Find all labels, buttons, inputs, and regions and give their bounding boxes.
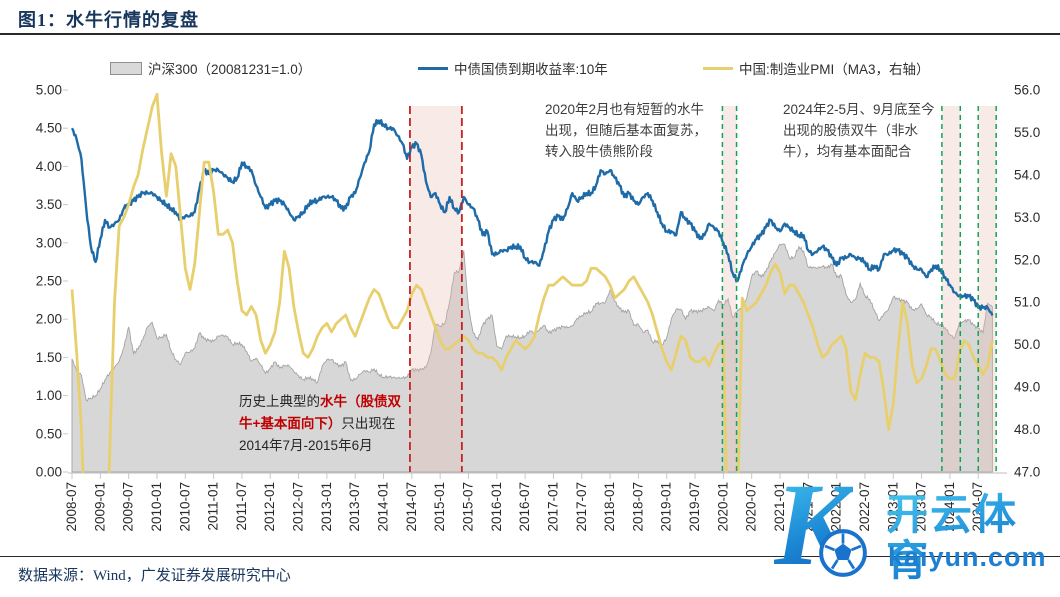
- x-axis-label: 2019-07: [687, 482, 702, 532]
- annotation-water-bull: 历史上典型的水牛（股债双 牛+基本面向下）只出现在 2014年7月-2015年6…: [239, 391, 409, 457]
- x-axis-label: 2020-07: [744, 482, 759, 532]
- x-axis-label: 2014-01: [376, 482, 391, 532]
- series-area-hs300: [71, 243, 993, 473]
- x-axis-label: 2019-01: [659, 482, 674, 532]
- annotation-line: 出现的股债双牛（非水: [783, 123, 918, 138]
- x-axis-label: 2024-07: [970, 482, 985, 532]
- x-axis-label: 2015-07: [460, 482, 475, 532]
- highlight-band: [978, 106, 997, 472]
- x-axis-label: 2022-01: [829, 482, 844, 532]
- x-axis-label: 2017-01: [545, 482, 560, 532]
- x-axis-label: 2012-01: [262, 482, 277, 532]
- x-axis-label: 2016-07: [517, 482, 532, 532]
- legend-item-yield: 中债国债到期收益率:10年: [418, 60, 608, 77]
- annotation-line: 历史上典型的水牛（股债双: [239, 394, 401, 409]
- y-axis-left-label: 1.50: [36, 350, 62, 365]
- y-axis-right-label: 53.0: [1014, 210, 1040, 225]
- x-axis-label: 2009-01: [92, 482, 107, 532]
- highlight-band: [409, 106, 462, 472]
- annotation-2024: 2024年2-5月、9月底至今 出现的股债双牛（非水 牛），均有基本面配合: [783, 99, 963, 162]
- annotation-line: 转入股牛债熊阶段: [545, 144, 653, 159]
- x-axis-label: 2020-01: [715, 482, 730, 532]
- x-axis-label: 2021-07: [800, 482, 815, 532]
- x-axis-label: 2013-07: [347, 482, 362, 532]
- annotation-line: 出现，但随后基本面复苏，: [545, 123, 707, 138]
- y-axis-left-label: 5.00: [36, 83, 62, 98]
- y-axis-right-label: 51.0: [1014, 295, 1040, 310]
- y-axis-right-label: 56.0: [1014, 83, 1040, 98]
- title-rule: [0, 33, 1060, 35]
- x-axis-label: 2021-01: [772, 482, 787, 532]
- x-axis-label: 2010-07: [177, 482, 192, 532]
- legend-item-hs300: 沪深300（20081231=1.0）: [110, 60, 312, 77]
- y-axis-right-label: 54.0: [1014, 167, 1040, 182]
- data-source: 数据来源：Wind，广发证券发展研究中心: [18, 568, 291, 584]
- y-axis-left-label: 2.50: [36, 274, 62, 289]
- y-axis-right-label: 52.0: [1014, 252, 1040, 267]
- y-axis-left-label: 3.00: [36, 235, 62, 250]
- y-axis-left-label: 0.50: [36, 426, 62, 441]
- y-axis-left-label: 4.50: [36, 121, 62, 136]
- annotation-line: 2024年2-5月、9月底至今: [783, 102, 935, 117]
- watermark-domain: kaiyun.com: [888, 542, 1047, 572]
- x-axis-label: 2023-01: [885, 482, 900, 532]
- y-axis-left-label: 0.00: [36, 465, 62, 480]
- soccer-ball-icon: [819, 529, 867, 577]
- y-axis-right-label: 55.0: [1014, 125, 1040, 140]
- line-swatch-icon: [418, 66, 448, 70]
- x-axis-label: 2024-01: [942, 482, 957, 532]
- y-axis-right-label: 47.0: [1014, 465, 1040, 480]
- x-axis-label: 2010-01: [149, 482, 164, 532]
- x-axis-label: 2011-07: [234, 482, 249, 531]
- annotation-2020: 2020年2月也有短暂的水牛 出现，但随后基本面复苏， 转入股牛债熊阶段: [545, 99, 730, 162]
- annotation-line: 2020年2月也有短暂的水牛: [545, 102, 705, 117]
- legend-label: 中债国债到期收益率:10年: [454, 62, 608, 77]
- x-axis-label: 2014-07: [404, 482, 419, 532]
- annotation-line: 牛），均有基本面配合: [783, 144, 912, 159]
- x-axis-label: 2018-01: [602, 482, 617, 532]
- watermark-brand: 开云体育: [886, 492, 1060, 584]
- series-line-pmi: [70, 92, 994, 473]
- x-axis-label: 2016-01: [489, 482, 504, 532]
- x-axis-label: 2012-07: [291, 482, 306, 532]
- footer-rule: [0, 556, 1060, 558]
- highlight-band: [941, 106, 961, 472]
- x-axis-label: 2023-07: [914, 482, 929, 532]
- legend-label: 沪深300（20081231=1.0）: [148, 62, 312, 77]
- x-axis-label: 2015-01: [432, 482, 447, 532]
- legend-label: 中国:制造业PMI（MA3，右轴）: [739, 62, 930, 77]
- legend-item-pmi: 中国:制造业PMI（MA3，右轴）: [703, 60, 930, 77]
- y-axis-left-label: 4.00: [36, 159, 62, 174]
- watermark: K 开云体育 kaiyun.com: [774, 466, 1060, 597]
- x-axis-label: 2008-07: [64, 482, 79, 532]
- figure-title: 图1：水牛行情的复盘: [18, 10, 199, 30]
- area-swatch-icon: [110, 61, 142, 75]
- highlight-band: [722, 106, 737, 472]
- series-line-yield: [70, 118, 994, 316]
- y-axis-right-label: 49.0: [1014, 380, 1040, 395]
- annotation-line: 牛+基本面向下）只出现在: [239, 416, 396, 431]
- annotation-line: 2014年7月-2015年6月: [239, 438, 373, 453]
- x-axis-label: 2009-07: [121, 482, 136, 532]
- line-swatch-icon: [703, 66, 733, 70]
- y-axis-left-label: 3.50: [36, 197, 62, 212]
- x-axis-label: 2011-01: [206, 482, 221, 531]
- y-axis-right-label: 50.0: [1014, 337, 1040, 352]
- y-axis-left-label: 1.00: [36, 388, 62, 403]
- x-axis-label: 2022-07: [857, 482, 872, 532]
- y-axis-right-label: 48.0: [1014, 422, 1040, 437]
- x-axis-label: 2017-07: [574, 482, 589, 532]
- x-axis-label: 2013-01: [319, 482, 334, 532]
- y-axis-left-label: 2.00: [36, 312, 62, 327]
- x-axis-label: 2018-07: [630, 482, 645, 532]
